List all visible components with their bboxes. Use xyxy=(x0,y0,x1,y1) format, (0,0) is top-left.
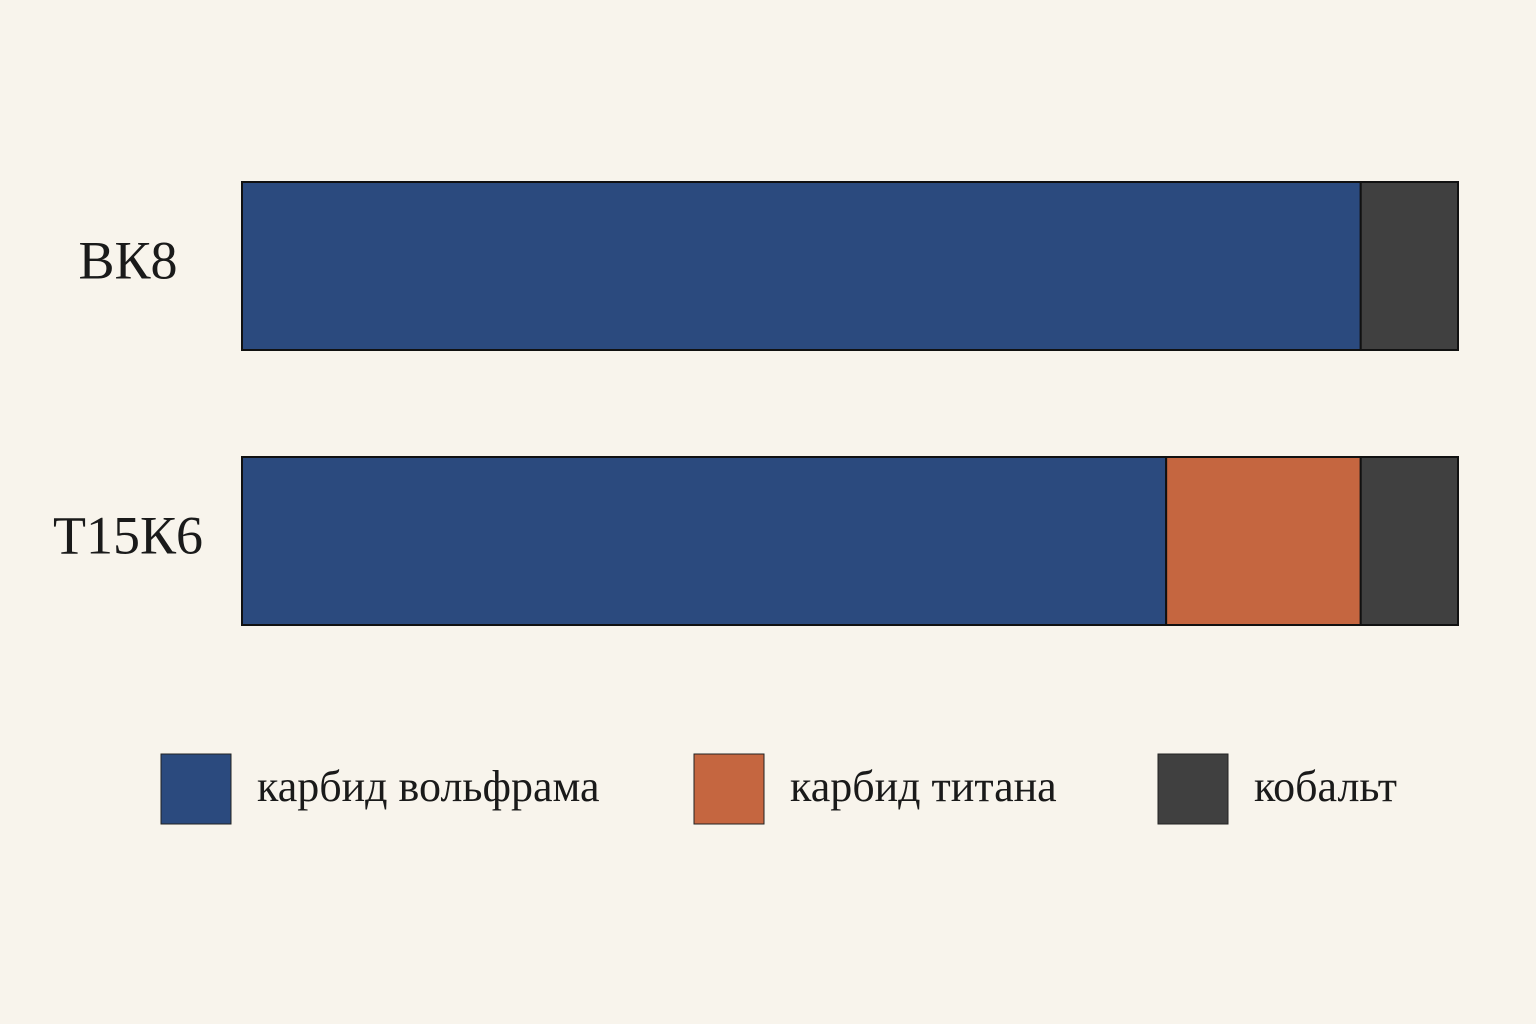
bar-segment xyxy=(1359,181,1459,351)
legend-swatch xyxy=(160,753,232,825)
bar-segment xyxy=(241,456,1168,626)
legend-swatch xyxy=(1157,753,1229,825)
bar-segment xyxy=(1165,456,1362,626)
legend-label: карбид вольфрама xyxy=(257,762,600,811)
legend-label: карбид титана xyxy=(790,762,1057,811)
legend-label: кобальт xyxy=(1254,762,1397,811)
bar-segment xyxy=(1359,456,1459,626)
category-label: ВК8 xyxy=(78,230,177,290)
legend-swatch xyxy=(693,753,765,825)
bar-segment xyxy=(241,181,1362,351)
category-label: Т15К6 xyxy=(53,505,203,565)
